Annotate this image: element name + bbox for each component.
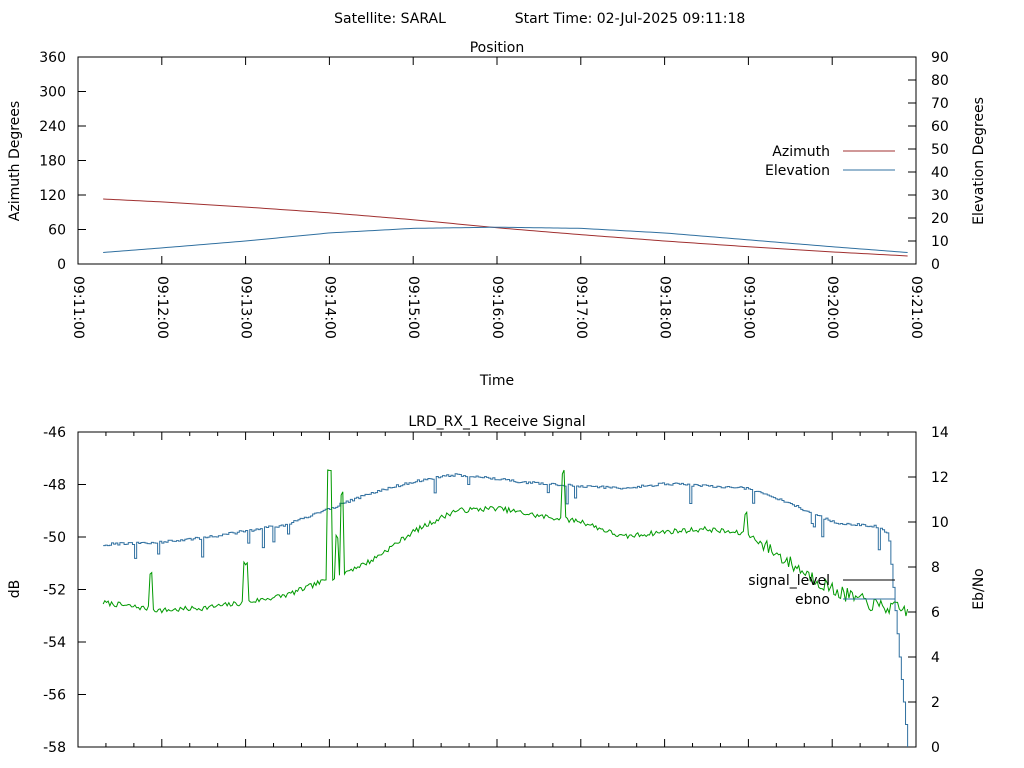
position-x-tick-label: 09:20:00: [824, 276, 840, 339]
position-y-ticks: 0 60 120 180 240 300 360: [39, 50, 86, 273]
position-x-tick-label: 09:21:00: [908, 276, 924, 339]
signal-y2-tick-label: 6: [931, 605, 940, 621]
position-y2-tick-label: 80: [931, 73, 949, 89]
position-x-tick-label: 09:15:00: [405, 276, 421, 339]
signal-y2-tick-label: 10: [931, 515, 949, 531]
position-series: [103, 198, 908, 257]
position-y2-ticks: 0 10 20 30 40 50 60 70 80 90: [908, 50, 949, 273]
position-x-label: Time: [479, 373, 514, 389]
position-x-tick-label: 09:19:00: [740, 276, 756, 339]
position-y-tick-label: 60: [48, 223, 66, 239]
signal-y-tick-label: -54: [43, 635, 66, 651]
position-x-tick-label: 09:13:00: [238, 276, 254, 339]
legend-signal-level-label: signal_level: [748, 573, 830, 589]
position-y-label: Azimuth Degrees: [7, 101, 23, 221]
position-y2-tick-label: 0: [931, 257, 940, 273]
signal-y-label: dB: [7, 580, 23, 599]
signal-y2-tick-label: 0: [931, 740, 940, 756]
position-y-tick-label: 360: [39, 50, 66, 66]
series-ebno-line: [103, 473, 909, 747]
position-x-tick-label: 09:17:00: [573, 276, 589, 339]
signal-y-tick-label: -46: [43, 425, 66, 441]
signal-y-tick-label: -50: [43, 530, 66, 546]
signal-legend: signal_level ebno: [748, 573, 895, 608]
legend-azimuth-label: Azimuth: [772, 144, 830, 160]
signal-y2-tick-label: 2: [931, 695, 940, 711]
signal-y-tick-label: -48: [43, 478, 66, 494]
signal-y-tick-label: -52: [43, 583, 66, 599]
satellite-label: Satellite: SARAL: [334, 11, 446, 27]
signal-y2-ticks: 0 2 4 6 8 10 12 14: [908, 425, 949, 756]
signal-x-ticks: [105, 432, 889, 747]
position-y-tick-label: 180: [39, 154, 66, 170]
position-plot-border: [77, 56, 917, 265]
position-x-tick-label: 09:14:00: [321, 276, 337, 339]
signal-y2-tick-label: 12: [931, 470, 949, 486]
signal-title: LRD_RX_1 Receive Signal: [408, 414, 585, 430]
position-y-tick-label: 300: [39, 85, 66, 101]
position-x-tick-label: 09:12:00: [154, 276, 170, 339]
position-chart: Position Time Azimuth Degrees Elevation …: [7, 40, 987, 389]
signal-y-ticks: -58 -56 -54 -52 -50 -48 -46: [43, 425, 86, 756]
position-y2-tick-label: 50: [931, 142, 949, 158]
series-elevation-line: [103, 226, 908, 253]
signal-y2-tick-label: 4: [931, 650, 940, 666]
legend-elevation-label: Elevation: [765, 163, 830, 179]
position-x-tick-label: 09:11:00: [70, 276, 86, 339]
signal-y-tick-label: -56: [43, 688, 66, 704]
signal-plot-border: [77, 431, 917, 748]
position-y-tick-label: 240: [39, 119, 66, 135]
legend-ebno-label: ebno: [795, 592, 830, 608]
position-y2-tick-label: 10: [931, 234, 949, 250]
position-y2-tick-label: 60: [931, 119, 949, 135]
series-signal-level-line: [102, 469, 909, 617]
start-time-label: Start Time: 02-Jul-2025 09:11:18: [515, 11, 746, 27]
signal-y2-label: Eb/No: [971, 568, 987, 610]
position-y2-label: Elevation Degrees: [971, 97, 987, 225]
position-y2-tick-label: 40: [931, 165, 949, 181]
position-y-tick-label: 120: [39, 188, 66, 204]
position-x-tick-label: 09:16:00: [489, 276, 505, 339]
position-y2-tick-label: 90: [931, 50, 949, 66]
position-x-ticks: 09:11:00 09:12:00 09:13:00 09:14:00 09:15:00…: [70, 57, 924, 339]
position-title: Position: [470, 40, 525, 56]
signal-chart: LRD_RX_1 Receive Signal dB Eb/No -58-56-…: [7, 414, 987, 756]
signal-y2-tick-label: 14: [931, 425, 949, 441]
position-y2-tick-label: 30: [931, 188, 949, 204]
position-legend: Azimuth Elevation: [765, 144, 895, 179]
signal-series: [102, 469, 909, 747]
position-x-tick-label: 09:18:00: [657, 276, 673, 339]
signal-y-tick-label: -58: [43, 740, 66, 756]
position-y-tick-label: 0: [57, 257, 66, 273]
series-azimuth-line: [103, 198, 908, 257]
position-y2-tick-label: 20: [931, 211, 949, 227]
position-y2-tick-label: 70: [931, 96, 949, 112]
signal-y2-tick-label: 8: [931, 560, 940, 576]
